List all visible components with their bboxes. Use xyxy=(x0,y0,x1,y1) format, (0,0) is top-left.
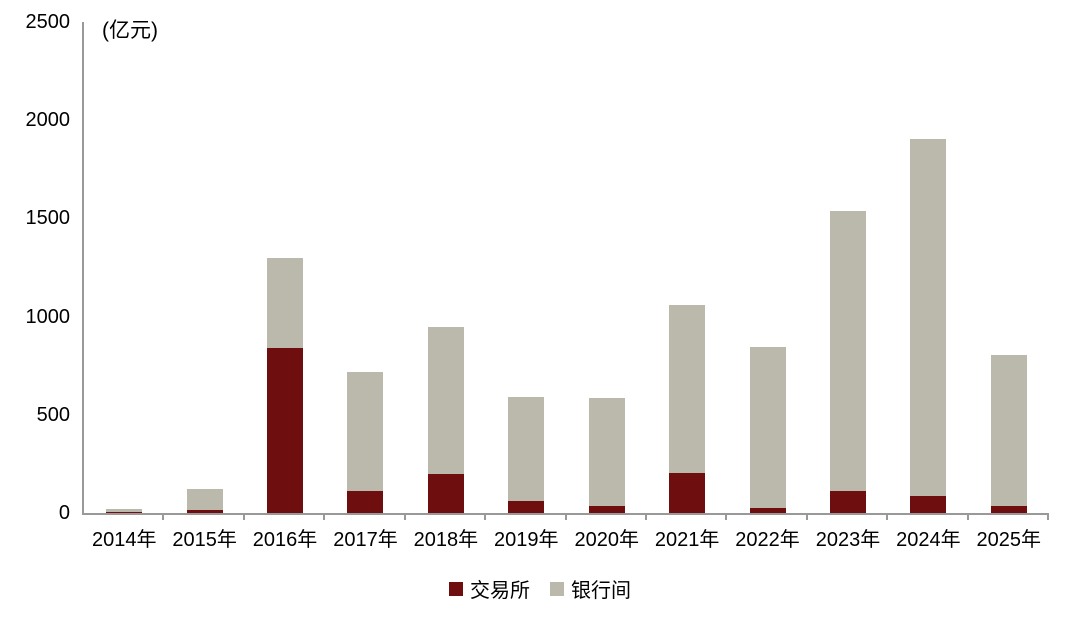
legend: 交易所 银行间 xyxy=(0,574,1080,603)
x-axis-tick xyxy=(323,513,326,520)
x-axis-tick xyxy=(966,513,969,520)
x-axis-tick xyxy=(805,513,808,520)
x-tick-label: 2017年 xyxy=(333,529,398,551)
bar-segment-exchange xyxy=(347,491,384,513)
bar-segment-exchange xyxy=(588,506,625,513)
bar-segment-interbank xyxy=(508,397,545,502)
bar-segment-interbank xyxy=(186,489,223,511)
legend-item: 交易所 xyxy=(449,574,530,603)
bar-segment-interbank xyxy=(106,509,143,513)
bar-segment-exchange xyxy=(990,506,1027,513)
y-tick-label: 1500 xyxy=(25,207,71,230)
bar-segment-exchange xyxy=(749,508,786,513)
bar-segment-interbank xyxy=(990,354,1027,507)
x-axis-tick xyxy=(725,513,728,520)
x-tick-label: 2020年 xyxy=(574,529,639,551)
y-axis-unit-label: (亿元) xyxy=(102,19,158,42)
bar-segment-interbank xyxy=(910,138,947,497)
bar-segment-interbank xyxy=(749,347,786,509)
x-axis-tick xyxy=(403,513,406,520)
y-tick-label: 1000 xyxy=(25,305,71,328)
x-tick-label: 2014年 xyxy=(91,529,157,551)
x-axis-tick xyxy=(564,513,567,520)
x-axis-tick xyxy=(484,513,487,520)
x-tick-label: 2018年 xyxy=(413,529,479,551)
y-tick-label: 2500 xyxy=(25,11,71,33)
legend-swatch-icon xyxy=(449,581,463,596)
bar-segment-interbank xyxy=(347,371,384,492)
legend-label: 交易所 xyxy=(470,580,530,602)
bar-segment-exchange xyxy=(829,491,866,513)
x-axis-tick xyxy=(242,513,245,520)
x-tick-label: 2022年 xyxy=(735,529,800,551)
bar-segment-exchange xyxy=(186,510,223,513)
x-tick-label: 2025年 xyxy=(976,529,1042,551)
x-tick-label: 2021年 xyxy=(654,529,720,551)
bar-segment-exchange xyxy=(427,473,464,513)
y-tick-label: 2000 xyxy=(25,109,71,132)
x-axis-tick xyxy=(886,513,889,520)
bar-segment-interbank xyxy=(267,257,304,349)
bar-segment-interbank xyxy=(588,398,625,507)
legend-label: 银行间 xyxy=(571,580,631,602)
x-tick-label: 2015年 xyxy=(172,529,237,551)
bar-segment-exchange xyxy=(106,512,143,513)
legend-item: 银行间 xyxy=(550,574,631,603)
x-tick-label: 2024年 xyxy=(896,529,961,551)
x-axis-tick xyxy=(644,513,647,520)
bar-segment-exchange xyxy=(267,348,304,513)
bar-segment-exchange xyxy=(669,472,706,513)
bar-segment-interbank xyxy=(427,327,464,474)
y-tick-label: 500 xyxy=(36,403,70,426)
x-axis-tick xyxy=(162,513,165,520)
x-tick-label: 2016年 xyxy=(252,529,318,551)
bar-segment-exchange xyxy=(508,501,545,513)
bar-segment-exchange xyxy=(910,496,947,513)
legend-swatch-icon xyxy=(550,581,564,596)
bar-segment-interbank xyxy=(829,210,866,492)
x-tick-label: 2023年 xyxy=(815,529,881,551)
plot-area: 0 500 1000 1500 2000 2500 2014年 2015年 2016年 2017年… xyxy=(26,11,1049,551)
bar-segment-interbank xyxy=(669,304,706,473)
y-tick-label: 0 xyxy=(58,502,70,524)
x-axis-tick xyxy=(1047,513,1049,520)
x-tick-label: 2019年 xyxy=(494,529,559,551)
